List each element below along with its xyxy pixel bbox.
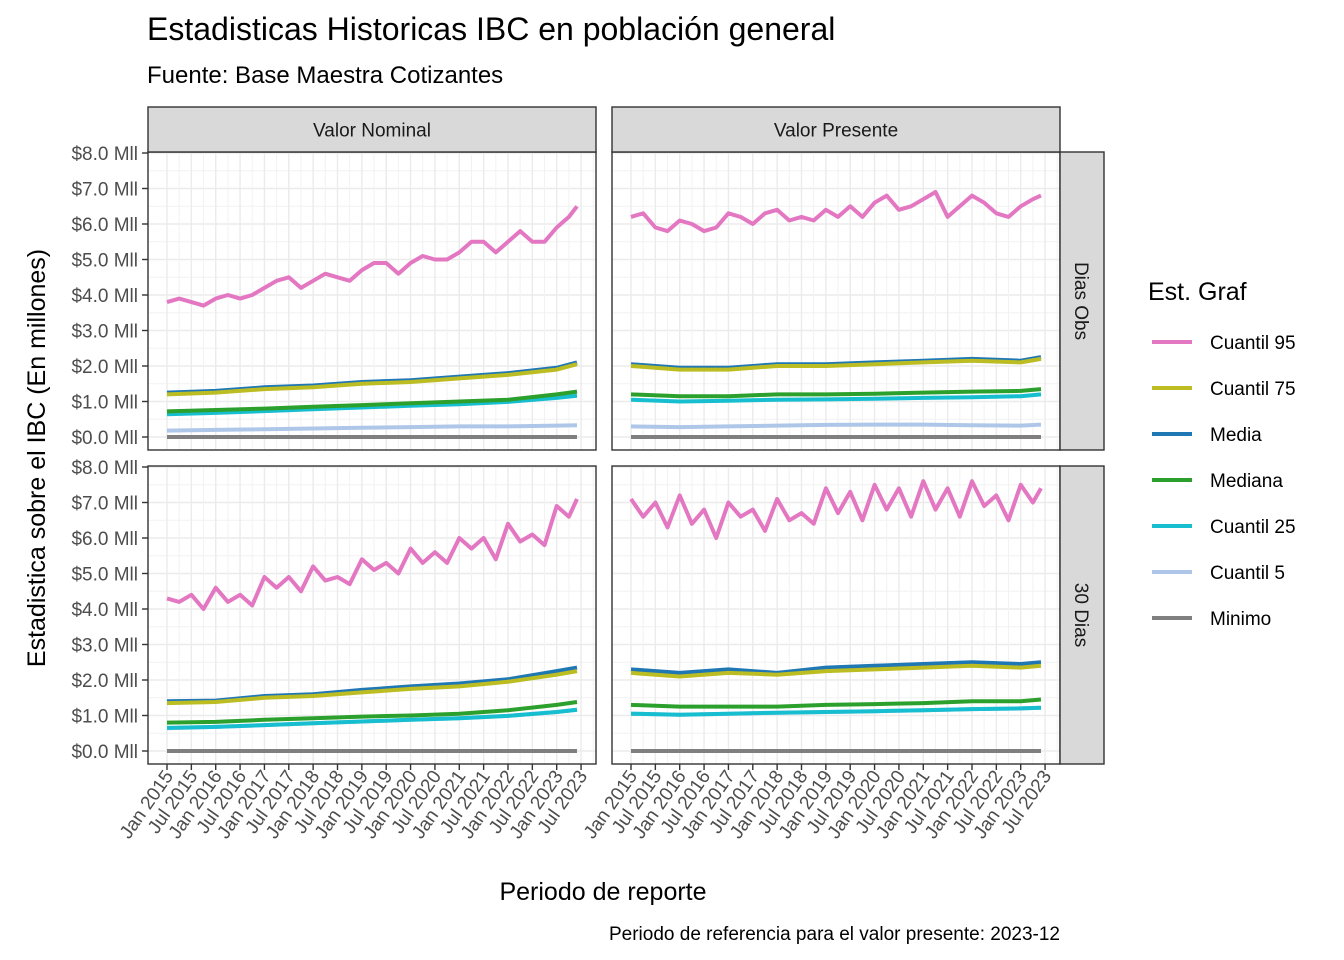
series-line-cuantil-75 [166,362,578,397]
legend-item-cuantil-95: Cuantil 95 [1152,333,1296,354]
legend-item-cuantil-25: Cuantil 25 [1152,517,1296,538]
y-tick-label: $3.0 Mll [71,322,138,343]
x-axis-title: Periodo de reporte [499,878,706,906]
facet-panels: Valor Nominal Valor Presente Dias Obs 30 Di… [147,106,1105,765]
series-line-cuantil-95 [166,498,579,611]
series-line-media [630,660,1042,675]
series-line-cuantil-95 [629,479,1043,540]
series-line-cuantil-25 [630,392,1042,404]
legend-label: Media [1210,425,1262,446]
panel-valor-nominal-30-dias [147,465,597,765]
series-line-cuantil-5 [166,423,578,433]
legend-label: Cuantil 5 [1210,563,1285,584]
chart-subtitle: Fuente: Base Maestra Cotizantes [147,62,503,89]
legend-label: Mediana [1210,471,1283,492]
panel-border [147,465,597,765]
y-tick-label: $5.0 Mll [71,251,138,272]
y-tick-label: $2.0 Mll [71,357,138,378]
panel-valor-presente-30-dias [611,465,1061,765]
y-tick-label: $4.0 Mll [71,600,138,621]
y-axis-title: Estadistica sobre el IBC (En millones) [23,249,51,667]
series-line-cuantil-5 [630,422,1042,430]
strip-label: Valor Presente [774,121,898,142]
series-line-cuantil-95 [166,205,579,308]
strip-column-valor-presente: Valor Presente [611,106,1061,153]
series-line-mediana [630,697,1042,709]
y-tick-label: $5.0 Mll [71,565,138,586]
series-line-cuantil-75 [630,356,1042,372]
y-tick-label: $2.0 Mll [71,671,138,692]
strip-label: 30 Dias [1070,583,1091,647]
legend-label: Minimo [1210,609,1271,630]
legend-item-cuantil-75: Cuantil 75 [1152,379,1296,400]
panel-valor-presente-dias-obs [611,151,1061,451]
y-tick-label: $3.0 Mll [71,636,138,657]
legend-title: Est. Graf [1148,278,1247,306]
legend-label: Cuantil 25 [1210,517,1296,538]
legend: Est. Graf Cuantil 95 Cuantil 75 Media Media… [1148,278,1296,630]
legend-item-cuantil-5: Cuantil 5 [1152,563,1285,584]
series-line-mediana [630,387,1042,399]
legend-item-minimo: Minimo [1152,609,1271,630]
chart-caption: Periodo de referencia para el valor pres… [609,924,1060,945]
chart-title: Estadisticas Historicas IBC en población… [147,11,835,47]
y-tick-label: $0.0 Mll [71,742,138,763]
y-tick-label: $1.0 Mll [71,393,138,414]
series-line-cuantil-25 [630,705,1042,717]
series-line-cuantil-75 [166,669,578,706]
y-tick-label: $0.0 Mll [71,428,138,449]
panel-valor-nominal-dias-obs [147,151,597,451]
y-tick-label: $7.0 Mll [71,180,138,201]
legend-item-mediana: Mediana [1152,471,1283,492]
y-axis-dias-obs: $0.0 Mll $1.0 Mll $2.0 Mll $3.0 Mll $4.0 Mll… [71,144,148,449]
strip-label: Valor Nominal [313,121,431,142]
y-tick-label: $6.0 Mll [71,529,138,550]
y-tick-label: $8.0 Mll [71,458,138,479]
strip-row-dias-obs: Dias Obs [1059,151,1105,451]
y-axis-30-dias: $0.0 Mll $1.0 Mll $2.0 Mll $3.0 Mll $4.0 Mll… [71,458,148,763]
strip-background [147,106,597,153]
legend-label: Cuantil 95 [1210,333,1296,354]
y-tick-label: $8.0 Mll [71,144,138,165]
series-line-mediana [166,389,578,414]
y-tick-label: $1.0 Mll [71,707,138,728]
strip-background [611,106,1061,153]
series-line-cuantil-25 [166,393,578,417]
strip-label: Dias Obs [1070,262,1091,340]
series-line-mediana [166,700,578,725]
strip-background [1059,151,1105,451]
strip-row-30-dias: 30 Dias [1059,465,1105,765]
legend-item-media: Media [1152,425,1262,446]
y-tick-label: $4.0 Mll [71,286,138,307]
series-line-cuantil-25 [166,707,578,730]
series-line-cuantil-75 [630,663,1042,679]
series-line-cuantil-95 [630,190,1042,234]
legend-label: Cuantil 75 [1210,379,1296,400]
y-tick-label: $6.0 Mll [71,215,138,236]
strip-background [1059,465,1105,765]
strip-column-valor-nominal: Valor Nominal [147,106,597,153]
y-tick-label: $7.0 Mll [71,494,138,515]
